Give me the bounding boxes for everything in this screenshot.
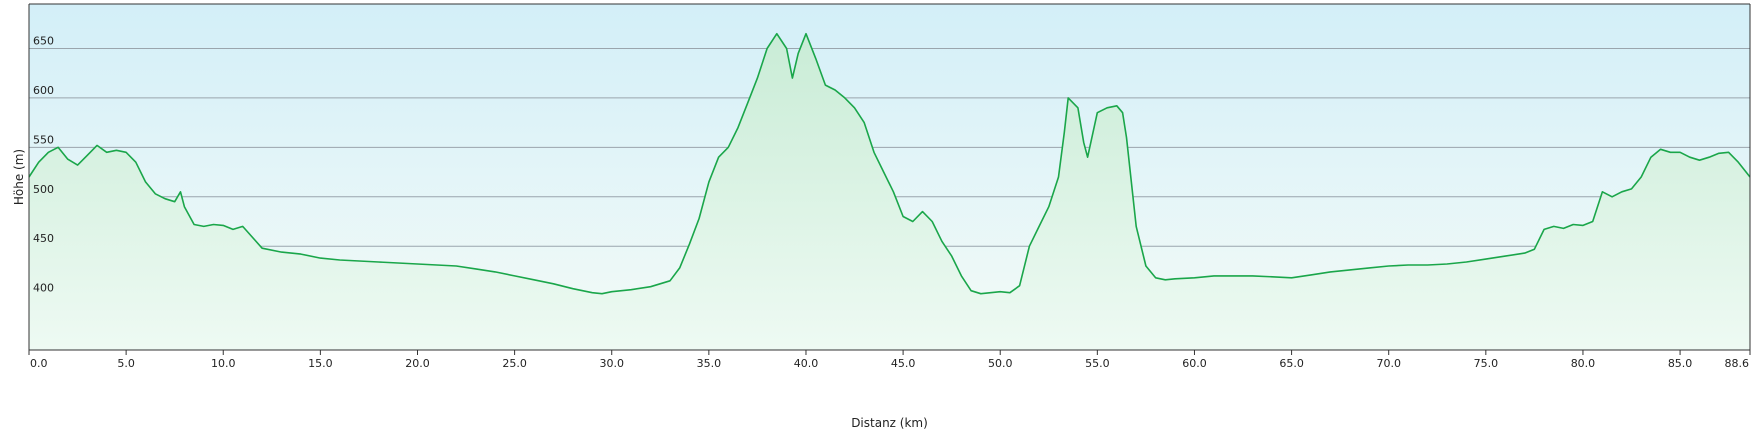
x-tick-label: 10.0 (211, 357, 236, 370)
x-tick-label: 75.0 (1474, 357, 1499, 370)
y-tick-labels: 400 450 500 550 600 650 (33, 34, 54, 294)
y-tick-label: 500 (33, 183, 54, 196)
y-tick-label: 650 (33, 34, 54, 47)
x-tick-label: 5.0 (117, 357, 135, 370)
elevation-area-fill (29, 33, 1750, 350)
x-tick-label: 45.0 (891, 357, 916, 370)
x-tick-label: 88.6 (1725, 357, 1750, 370)
x-tick-label: 65.0 (1279, 357, 1304, 370)
x-tick-label: 60.0 (1182, 357, 1207, 370)
y-tick-label: 450 (33, 232, 54, 245)
x-tick-label: 25.0 (502, 357, 527, 370)
y-tick-label: 400 (33, 282, 54, 295)
y-tick-label: 600 (33, 84, 54, 97)
y-axis-title: Höhe (m) (12, 149, 26, 205)
elevation-line (28, 32, 1751, 295)
axes (28, 3, 1751, 351)
x-tick-label: 0.0 (30, 357, 48, 370)
x-tick-label: 30.0 (599, 357, 624, 370)
x-tick-label: 55.0 (1085, 357, 1110, 370)
x-tick-label: 70.0 (1376, 357, 1401, 370)
x-tick-label: 20.0 (405, 357, 430, 370)
x-tick-label: 50.0 (988, 357, 1013, 370)
x-tick-labels: 0.0 5.0 10.0 15.0 20.0 25.0 30.0 35.0 40.0 45.0 50… (28, 350, 1751, 370)
x-axis-title: Distanz (km) (851, 416, 928, 430)
x-tick-label: 80.0 (1571, 357, 1596, 370)
x-tick-label: 15.0 (308, 357, 333, 370)
x-tick-label: 35.0 (697, 357, 722, 370)
x-tick-label: 40.0 (794, 357, 819, 370)
x-tick-label: 85.0 (1668, 357, 1693, 370)
y-tick-label: 550 (33, 133, 54, 146)
